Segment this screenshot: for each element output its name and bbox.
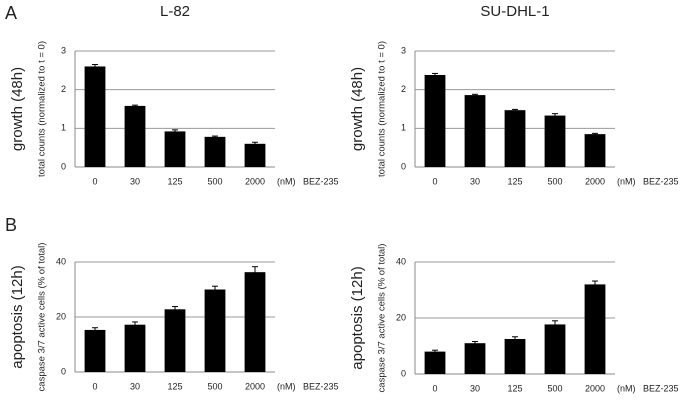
bar bbox=[124, 324, 146, 372]
bar bbox=[424, 351, 446, 374]
x-tick-label: 2000 bbox=[245, 381, 265, 391]
y-tick-label: 0 bbox=[401, 368, 406, 378]
bar bbox=[204, 289, 226, 372]
x-axis-title: BEZ-235 bbox=[303, 176, 339, 186]
x-tick-label: 500 bbox=[207, 381, 222, 391]
bar bbox=[504, 110, 526, 167]
x-tick-label: 30 bbox=[130, 176, 140, 186]
bar bbox=[464, 343, 486, 374]
x-unit-label: (nM) bbox=[277, 381, 296, 391]
bar bbox=[164, 309, 186, 372]
chart-title: SU-DHL-1 bbox=[480, 3, 549, 20]
y-tick-label: 2 bbox=[401, 84, 406, 94]
x-tick-label: 2000 bbox=[585, 383, 605, 393]
bar bbox=[84, 66, 106, 167]
y-tick-label: 3 bbox=[61, 45, 66, 55]
y-tick-label: 1 bbox=[401, 123, 406, 133]
bar bbox=[544, 324, 566, 374]
bar bbox=[584, 284, 606, 374]
y-tick-label: 0 bbox=[61, 161, 66, 171]
x-tick-label: 0 bbox=[432, 176, 437, 186]
x-tick-label: 500 bbox=[547, 383, 562, 393]
x-tick-label: 0 bbox=[92, 381, 97, 391]
x-axis-title: BEZ-235 bbox=[643, 176, 679, 186]
bar bbox=[244, 143, 266, 167]
y-tick-label: 0 bbox=[401, 161, 406, 171]
y-tick-label: 2 bbox=[61, 84, 66, 94]
panel-label: A bbox=[5, 3, 17, 23]
x-tick-label: 500 bbox=[547, 176, 562, 186]
x-tick-label: 2000 bbox=[585, 176, 605, 186]
bar bbox=[424, 74, 446, 167]
bar bbox=[164, 131, 186, 167]
x-tick-label: 0 bbox=[92, 176, 97, 186]
x-unit-label: (nM) bbox=[617, 383, 636, 393]
y-axis-title: growth (48h) bbox=[349, 67, 366, 151]
bar bbox=[124, 105, 146, 167]
y-axis-label: caspase 3/7 active cells (% of total) bbox=[377, 244, 388, 393]
x-unit-label: (nM) bbox=[617, 176, 636, 186]
x-tick-label: 125 bbox=[507, 176, 522, 186]
bar bbox=[84, 329, 106, 372]
y-tick-label: 3 bbox=[401, 45, 406, 55]
x-tick-label: 125 bbox=[507, 383, 522, 393]
x-tick-label: 500 bbox=[207, 176, 222, 186]
y-tick-label: 0 bbox=[61, 366, 66, 376]
x-tick-label: 125 bbox=[167, 176, 182, 186]
x-tick-label: 30 bbox=[130, 381, 140, 391]
bar bbox=[204, 136, 226, 167]
x-axis-title: BEZ-235 bbox=[303, 381, 339, 391]
x-tick-label: 2000 bbox=[245, 176, 265, 186]
bar bbox=[544, 115, 566, 167]
y-tick-label: 40 bbox=[396, 256, 406, 266]
y-axis-title: growth (48h) bbox=[9, 67, 26, 151]
bar bbox=[244, 272, 266, 372]
y-axis-title: apoptosis (12h) bbox=[9, 265, 26, 368]
y-tick-label: 20 bbox=[396, 312, 406, 322]
y-axis-label: caspase 3/7 active cells (% of total) bbox=[37, 243, 48, 392]
bar bbox=[504, 339, 526, 374]
chart-title: L-82 bbox=[160, 3, 190, 20]
x-unit-label: (nM) bbox=[277, 176, 296, 186]
y-axis-label: total counts (normalized to t = 0) bbox=[37, 41, 48, 177]
y-tick-label: 40 bbox=[56, 256, 66, 266]
y-tick-label: 1 bbox=[61, 123, 66, 133]
x-tick-label: 0 bbox=[432, 383, 437, 393]
y-axis-label: total counts (normalized to t = 0) bbox=[377, 41, 388, 177]
x-tick-label: 125 bbox=[167, 381, 182, 391]
bar bbox=[584, 134, 606, 167]
x-tick-label: 30 bbox=[470, 176, 480, 186]
panel-label: B bbox=[5, 215, 17, 235]
y-tick-label: 20 bbox=[56, 311, 66, 321]
x-tick-label: 30 bbox=[470, 383, 480, 393]
x-axis-title: BEZ-235 bbox=[643, 383, 679, 393]
bar bbox=[464, 95, 486, 167]
y-axis-title: apoptosis (12h) bbox=[349, 266, 366, 369]
